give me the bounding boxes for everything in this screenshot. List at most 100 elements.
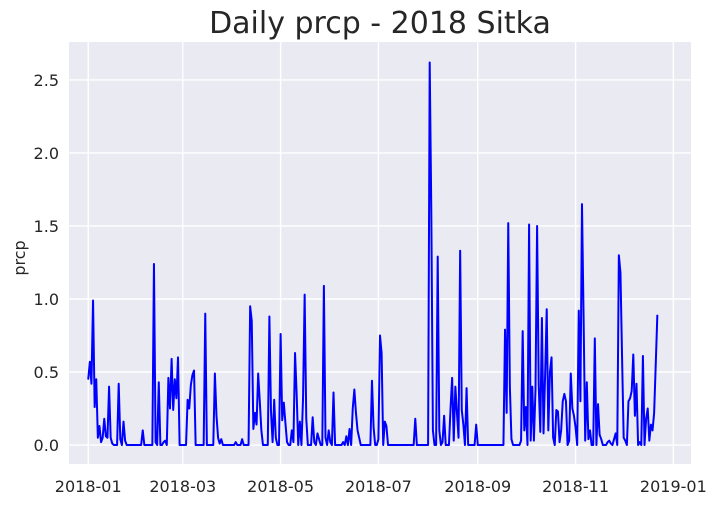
data-point bbox=[517, 444, 519, 446]
data-point bbox=[647, 407, 649, 410]
data-point bbox=[215, 415, 218, 417]
data-point bbox=[379, 334, 381, 337]
data-point bbox=[164, 440, 166, 442]
x-tick-label: 2018-11 bbox=[542, 477, 609, 496]
data-point bbox=[332, 391, 335, 394]
data-point bbox=[299, 421, 301, 423]
data-point bbox=[502, 444, 505, 446]
data-point bbox=[616, 444, 618, 446]
data-point bbox=[384, 421, 386, 423]
data-point bbox=[260, 429, 262, 432]
y-tick-label: 2.5 bbox=[34, 71, 59, 90]
data-point bbox=[485, 444, 487, 446]
data-point bbox=[271, 441, 274, 443]
data-point bbox=[371, 380, 373, 382]
data-point bbox=[478, 444, 480, 446]
data-point bbox=[555, 409, 557, 411]
data-point bbox=[308, 444, 311, 446]
data-point bbox=[288, 444, 290, 446]
data-point bbox=[195, 444, 197, 446]
data-point bbox=[201, 444, 203, 446]
data-point bbox=[185, 444, 187, 446]
y-tick-label: 0.5 bbox=[34, 363, 59, 382]
data-point bbox=[441, 441, 444, 443]
data-point bbox=[533, 440, 535, 442]
data-point bbox=[408, 444, 410, 446]
data-point bbox=[475, 423, 477, 426]
data-point bbox=[156, 444, 158, 446]
data-point bbox=[597, 403, 599, 405]
data-point bbox=[526, 444, 529, 446]
data-point bbox=[180, 444, 182, 446]
data-point bbox=[554, 444, 556, 446]
data-point bbox=[222, 444, 224, 446]
data-point bbox=[122, 421, 125, 423]
data-point bbox=[102, 437, 104, 439]
data-point bbox=[328, 429, 330, 432]
data-point bbox=[440, 444, 442, 446]
data-point bbox=[594, 337, 596, 340]
data-point bbox=[528, 223, 530, 226]
data-point bbox=[591, 444, 593, 446]
data-point bbox=[337, 444, 339, 446]
data-point bbox=[372, 426, 375, 429]
data-point bbox=[228, 444, 230, 446]
data-point bbox=[645, 418, 647, 420]
data-point bbox=[206, 444, 208, 446]
data-point bbox=[387, 444, 389, 446]
data-point bbox=[94, 406, 96, 408]
data-point bbox=[632, 353, 634, 356]
data-point bbox=[615, 432, 617, 434]
data-point bbox=[642, 355, 644, 357]
data-point bbox=[621, 356, 623, 358]
data-point bbox=[552, 437, 554, 439]
data-point bbox=[563, 393, 565, 395]
data-point bbox=[118, 383, 120, 385]
data-point bbox=[395, 444, 397, 446]
data-point bbox=[273, 399, 275, 401]
data-point bbox=[506, 412, 508, 414]
data-point bbox=[193, 369, 195, 372]
data-point bbox=[356, 429, 359, 432]
data-point bbox=[406, 444, 408, 446]
data-point bbox=[374, 444, 376, 446]
data-point bbox=[405, 444, 407, 446]
data-point bbox=[190, 384, 192, 386]
data-point bbox=[182, 444, 184, 446]
data-point bbox=[87, 378, 89, 380]
data-point bbox=[100, 441, 102, 443]
data-point bbox=[98, 425, 101, 427]
data-point bbox=[656, 314, 658, 316]
x-tick-label: 2018-01 bbox=[55, 477, 122, 496]
data-point bbox=[361, 444, 363, 446]
data-point bbox=[235, 441, 237, 443]
data-point bbox=[469, 444, 471, 446]
data-point bbox=[653, 412, 655, 414]
data-point bbox=[520, 440, 522, 442]
data-point bbox=[534, 388, 537, 391]
data-point bbox=[275, 437, 277, 439]
data-point bbox=[599, 434, 601, 436]
data-point bbox=[376, 444, 378, 446]
data-point bbox=[283, 402, 285, 404]
data-point bbox=[199, 444, 202, 446]
data-point bbox=[546, 308, 548, 310]
data-point bbox=[223, 444, 226, 446]
data-point bbox=[251, 320, 253, 322]
chart-title: Daily prcp - 2018 Sitka bbox=[209, 6, 551, 41]
data-point bbox=[600, 438, 602, 440]
data-point bbox=[142, 429, 144, 432]
x-tick-label: 2019-01 bbox=[640, 477, 707, 496]
data-point bbox=[316, 432, 319, 434]
data-point bbox=[574, 426, 577, 429]
data-point bbox=[297, 444, 299, 446]
data-point bbox=[198, 444, 200, 446]
data-point bbox=[276, 444, 278, 446]
data-point bbox=[648, 440, 650, 442]
data-point bbox=[355, 412, 357, 414]
data-point bbox=[464, 444, 466, 446]
data-point bbox=[541, 317, 543, 319]
data-point bbox=[562, 400, 564, 402]
data-point bbox=[522, 330, 524, 332]
data-point bbox=[305, 418, 307, 420]
